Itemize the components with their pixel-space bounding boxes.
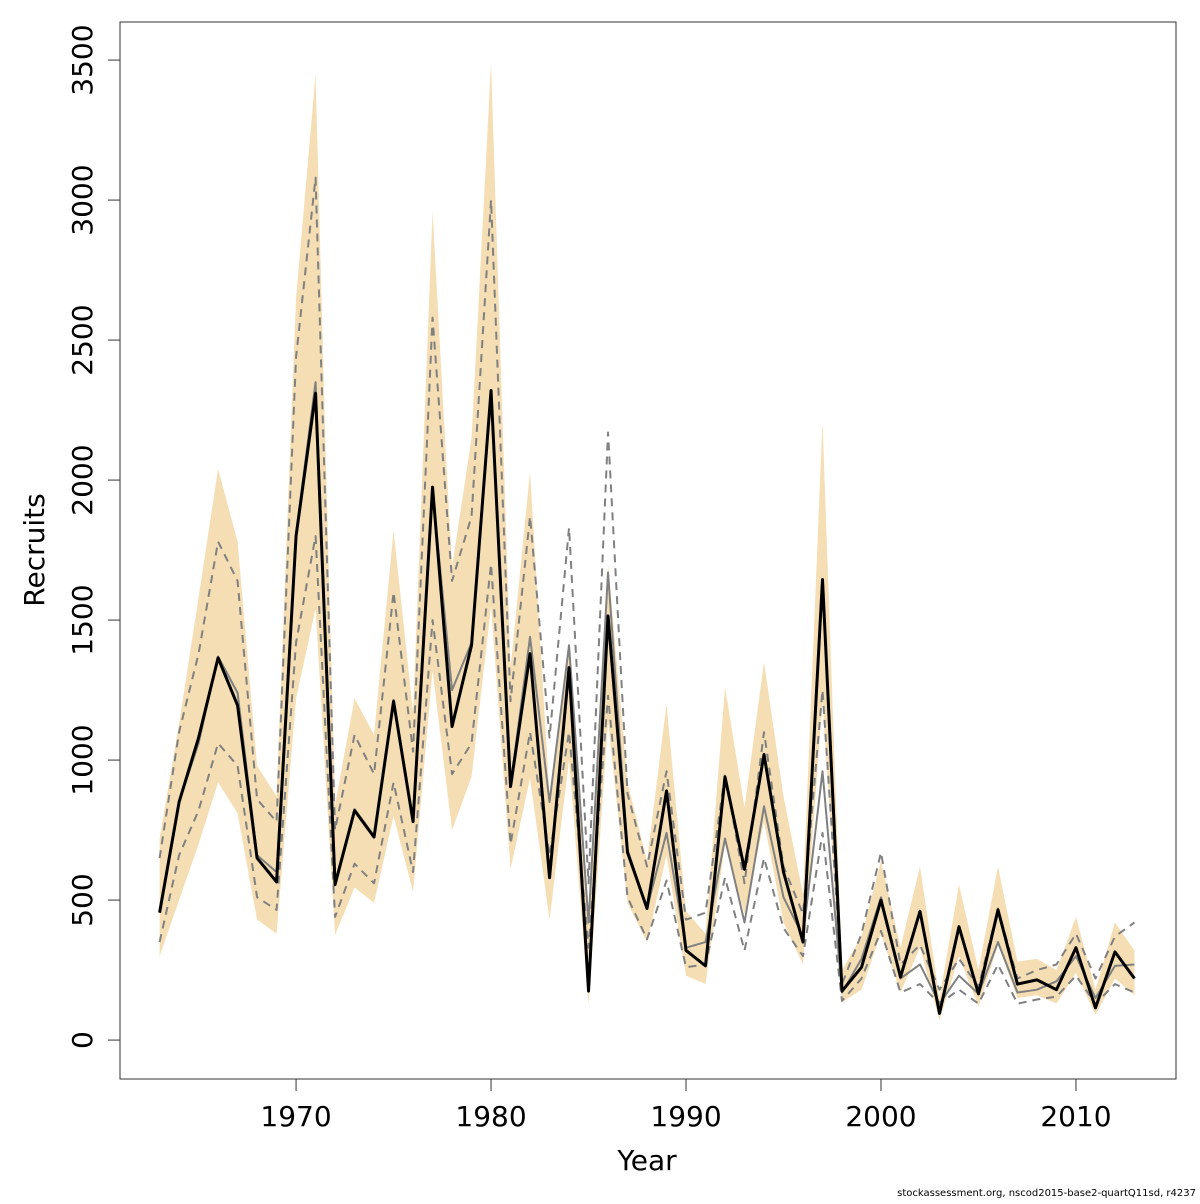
y-tick-label: 0	[66, 1031, 99, 1049]
x-tick-label: 2000	[845, 1100, 916, 1133]
y-tick-label: 500	[66, 873, 99, 926]
y-tick-label: 3000	[66, 164, 99, 235]
series-line	[158, 176, 1136, 991]
y-tick-label: 2500	[66, 304, 99, 375]
series-line	[158, 535, 1135, 1005]
y-axis-label: Recruits	[18, 493, 51, 606]
y-tick-label: 1000	[66, 724, 99, 795]
y-tick-label: 1500	[66, 584, 99, 655]
y-tick-label: 3500	[66, 24, 99, 95]
x-tick-label: 1970	[260, 1100, 331, 1133]
series-line	[158, 388, 1136, 1015]
confidence-band	[159, 62, 1135, 1021]
y-tick-label: 2000	[66, 444, 99, 515]
x-tick-label: 1980	[455, 1100, 526, 1133]
x-tick-label: 2010	[1040, 1100, 1111, 1133]
footnote: stockassessment.org, nscod2015-base2-qua…	[897, 1188, 1196, 1199]
x-axis-label: Year	[616, 1144, 677, 1177]
x-tick-label: 1990	[650, 1100, 721, 1133]
